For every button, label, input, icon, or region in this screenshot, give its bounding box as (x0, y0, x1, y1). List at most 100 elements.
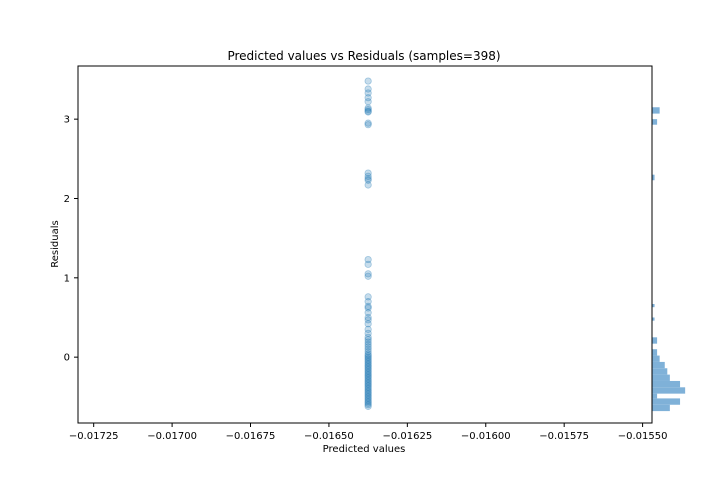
data-point (364, 356, 372, 364)
histogram-bar (652, 317, 655, 321)
data-point (364, 121, 372, 129)
x-tick-label: −0.01725 (69, 431, 119, 442)
y-tick-label: 1 (64, 273, 70, 284)
data-point (364, 106, 372, 114)
data-point (364, 260, 372, 268)
data-point (364, 351, 372, 360)
data-point (364, 293, 372, 301)
data-point (364, 119, 372, 127)
data-point (364, 361, 372, 369)
x-tick-label: −0.01625 (382, 431, 432, 442)
data-point (364, 372, 372, 380)
data-point (364, 320, 372, 328)
y-axis-label: Residuals (50, 220, 61, 267)
data-point (364, 108, 372, 116)
data-point (364, 397, 372, 406)
x-tick-label: −0.01600 (461, 431, 511, 442)
chart-title: Predicted values vs Residuals (samples=3… (227, 49, 500, 63)
data-point (364, 172, 372, 180)
data-point (364, 363, 372, 371)
y-tick-label: 0 (64, 353, 70, 364)
histogram-bars (652, 107, 686, 412)
data-point (364, 382, 372, 390)
data-point (364, 340, 372, 349)
histogram-bar (652, 337, 658, 344)
data-point (364, 98, 372, 106)
data-point (364, 358, 372, 366)
data-point (364, 401, 372, 409)
histogram-bar (652, 361, 665, 369)
histogram-bar (652, 107, 660, 114)
data-point (364, 402, 372, 410)
data-point (364, 394, 372, 403)
histogram-bar (652, 404, 670, 412)
data-point (364, 371, 372, 379)
x-tick-label: −0.01675 (226, 431, 276, 442)
data-point (364, 347, 372, 356)
data-point (364, 85, 372, 93)
data-point (364, 353, 372, 361)
data-point (364, 338, 372, 346)
data-point (364, 366, 372, 374)
data-point (364, 343, 372, 351)
y-tick-label: 2 (64, 194, 70, 205)
data-point (364, 385, 372, 393)
data-point (364, 104, 372, 112)
data-point (364, 355, 372, 363)
data-point (364, 364, 372, 372)
data-point (364, 270, 372, 278)
data-point (364, 89, 372, 97)
data-point (364, 386, 372, 395)
histogram-bar (652, 393, 658, 399)
data-point (364, 107, 372, 115)
data-point (364, 181, 372, 189)
data-point (364, 304, 372, 312)
plot-frame (77, 65, 653, 424)
data-point (364, 94, 372, 102)
data-point (364, 367, 372, 376)
data-point (364, 298, 372, 306)
x-axis-label: Predicted values (323, 444, 406, 455)
x-tick-label: −0.01550 (618, 431, 668, 442)
data-point (364, 302, 372, 310)
histogram-bar (652, 304, 655, 308)
data-point (364, 333, 372, 341)
data-point (364, 391, 372, 399)
data-point (364, 345, 372, 353)
data-point (364, 396, 372, 404)
data-point (364, 369, 372, 377)
data-point (364, 169, 372, 177)
histogram-bar (652, 355, 660, 362)
data-point (364, 378, 372, 387)
data-point (364, 329, 372, 337)
y-axis: 0 1 2 3 (64, 115, 78, 364)
data-point (364, 313, 372, 322)
scatter-points (364, 77, 372, 410)
y-tick-label: 3 (64, 115, 70, 126)
histogram-bar (652, 380, 681, 388)
histogram-bar (652, 387, 686, 394)
data-point (364, 375, 372, 383)
histogram-bar (652, 174, 655, 181)
data-point (364, 325, 372, 333)
data-point (364, 176, 372, 184)
data-point (364, 255, 372, 264)
data-point (364, 359, 372, 368)
x-tick-label: −0.01700 (147, 431, 197, 442)
data-point (364, 383, 372, 391)
x-tick-label: −0.01650 (304, 431, 354, 442)
data-point (364, 377, 372, 385)
data-point (364, 390, 372, 398)
data-point (364, 393, 372, 401)
data-point (364, 336, 372, 344)
data-point (364, 388, 372, 396)
x-tick-label: −0.01575 (539, 431, 589, 442)
data-point (364, 175, 372, 183)
x-axis: −0.01725 −0.01700 −0.01675 −0.01650 −0.01625… (69, 423, 668, 442)
data-point (364, 380, 372, 388)
histogram-bar (652, 349, 658, 356)
data-point (364, 309, 372, 317)
data-point (364, 272, 372, 280)
data-point (364, 316, 372, 324)
